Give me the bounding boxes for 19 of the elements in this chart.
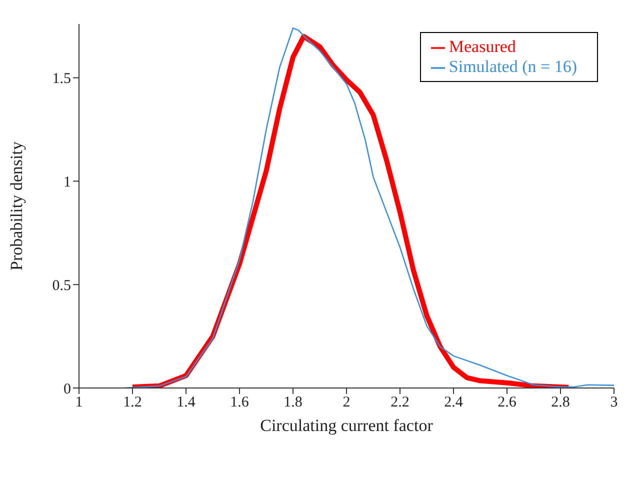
x-tick-label: 3 — [610, 394, 618, 411]
x-tick-label: 1.4 — [176, 394, 196, 411]
x-axis-title: Circulating current factor — [260, 416, 434, 435]
y-tick-label: 0.5 — [52, 278, 71, 294]
y-tick-label: 1 — [64, 174, 71, 191]
y-tick-label: 1.5 — [52, 71, 71, 88]
x-tick-label: 2.8 — [551, 394, 570, 411]
y-axis-title: Probability density — [7, 141, 26, 270]
x-tick-label: 1.8 — [284, 394, 302, 411]
legend-label: Measured — [448, 37, 516, 56]
legend-label: Simulated (n = 16) — [448, 57, 577, 76]
x-tick-label: 2.4 — [444, 394, 464, 411]
x-tick-label: 2.6 — [498, 394, 517, 411]
x-tick-label: 2.2 — [390, 394, 410, 411]
x-tick-label: 1.2 — [123, 394, 142, 411]
x-tick-label: 1.6 — [230, 394, 250, 411]
x-tick-label: 1 — [75, 394, 83, 411]
x-tick-label: 2 — [342, 394, 350, 411]
y-tick-label: 0 — [64, 381, 71, 398]
